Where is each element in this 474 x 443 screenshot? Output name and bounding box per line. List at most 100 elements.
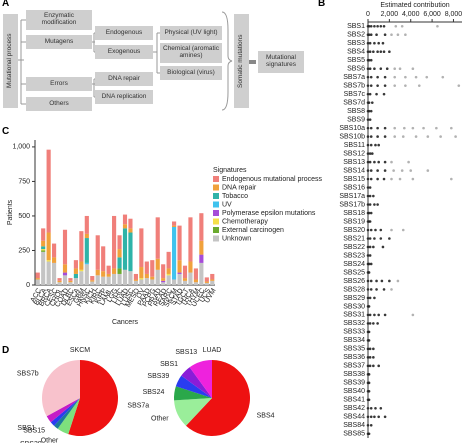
dot (366, 203, 370, 206)
y-tick-label: 500 (18, 213, 30, 220)
dot (376, 203, 379, 206)
pie-slice (53, 398, 80, 429)
panel-label: C (2, 126, 10, 137)
bar-segment (79, 271, 84, 285)
bar-segment (73, 273, 78, 279)
bar-segment (122, 228, 128, 270)
diagram-node: Somatic mutations (234, 14, 249, 108)
bar-segment (172, 227, 177, 280)
y-tick-label: SBS17b (339, 201, 365, 208)
dot (376, 169, 379, 172)
y-tick-label: SBS44 (343, 414, 365, 421)
pie-title: LUAD (203, 347, 222, 354)
bar-segment (161, 282, 166, 285)
dot (396, 33, 400, 37)
legend-label: UV (222, 201, 232, 208)
bar-segment (46, 260, 51, 262)
dot (368, 118, 372, 121)
dot (414, 75, 418, 79)
bar-segment (62, 275, 68, 285)
dot (374, 143, 377, 147)
dot (366, 245, 370, 249)
dot (382, 24, 386, 28)
bar-segment (101, 246, 106, 272)
bar-segment (68, 282, 73, 285)
y-tick-label: SBS38 (343, 371, 365, 378)
bar-segment (193, 279, 198, 283)
dot (400, 169, 404, 172)
bar-segment (161, 280, 166, 283)
y-tick-label: SBS8 (347, 108, 365, 115)
y-tick-label: SBS10b (339, 133, 365, 140)
dot (383, 169, 387, 172)
y-tick-label: SBS9 (347, 116, 365, 123)
bar-segment (139, 279, 144, 285)
dot (390, 160, 393, 164)
dot (366, 406, 370, 410)
y-tick-label: SBS41 (343, 397, 365, 404)
bar-segment (177, 260, 182, 273)
slice-label: SBS1 (17, 425, 35, 432)
dot (370, 152, 374, 155)
y-tick-label: SBS42 (343, 405, 365, 412)
dot (422, 126, 425, 130)
bar-segment (144, 273, 149, 279)
bar-segment (41, 246, 46, 250)
diagram-node: DNA replication (95, 90, 153, 104)
y-tick-label: 250 (18, 247, 30, 254)
legend-swatch (213, 210, 219, 216)
legend-swatch (213, 184, 219, 191)
y-tick-label: SBS19 (343, 218, 365, 225)
y-tick-label: SBS5 (347, 57, 365, 64)
dot (379, 24, 383, 28)
dot (367, 24, 371, 28)
bar-segment (144, 278, 149, 285)
dot (369, 279, 373, 283)
bar-segment (68, 278, 73, 281)
dot (390, 33, 393, 37)
bar-segment (35, 272, 40, 279)
x-tick-label: 4,000 (402, 11, 420, 18)
dot (367, 33, 371, 37)
bar-segment (128, 218, 133, 229)
x-tick-label: OV (136, 287, 147, 300)
panel-label: D (2, 345, 10, 356)
dot (366, 296, 370, 300)
diagram-node: Enzymatic modification (26, 10, 92, 30)
dot (383, 415, 387, 419)
dot (366, 143, 370, 147)
dot (375, 33, 378, 37)
dot (368, 296, 372, 300)
dot (375, 279, 378, 283)
bar-segment (35, 279, 40, 285)
dot (374, 228, 377, 232)
dot (398, 177, 402, 181)
dot (367, 432, 371, 436)
dot (367, 58, 371, 62)
bar-segment (199, 240, 204, 255)
y-tick-label: SBS16 (343, 184, 365, 191)
dot (390, 177, 393, 181)
dot (366, 84, 370, 87)
bar-segment (172, 225, 177, 227)
dot (367, 398, 371, 402)
dot (366, 50, 370, 54)
y-tick-label: SBS32 (343, 320, 365, 327)
dot (396, 279, 400, 283)
dot (457, 84, 461, 87)
dot (369, 177, 373, 181)
dot (368, 237, 372, 240)
y-tick-label: SBS7a (343, 74, 365, 81)
slice-label: SBS4 (257, 413, 275, 420)
dot (372, 364, 375, 368)
dot (425, 75, 429, 79)
pie-slice (185, 360, 251, 436)
legend-label: Tobacco (222, 193, 248, 200)
y-axis-title: Patients (7, 199, 14, 225)
bar-segment (193, 268, 198, 280)
dot (366, 92, 370, 96)
dot (400, 24, 404, 28)
bar-segment (166, 268, 171, 274)
dot (369, 33, 373, 37)
legend-swatch (213, 193, 219, 199)
